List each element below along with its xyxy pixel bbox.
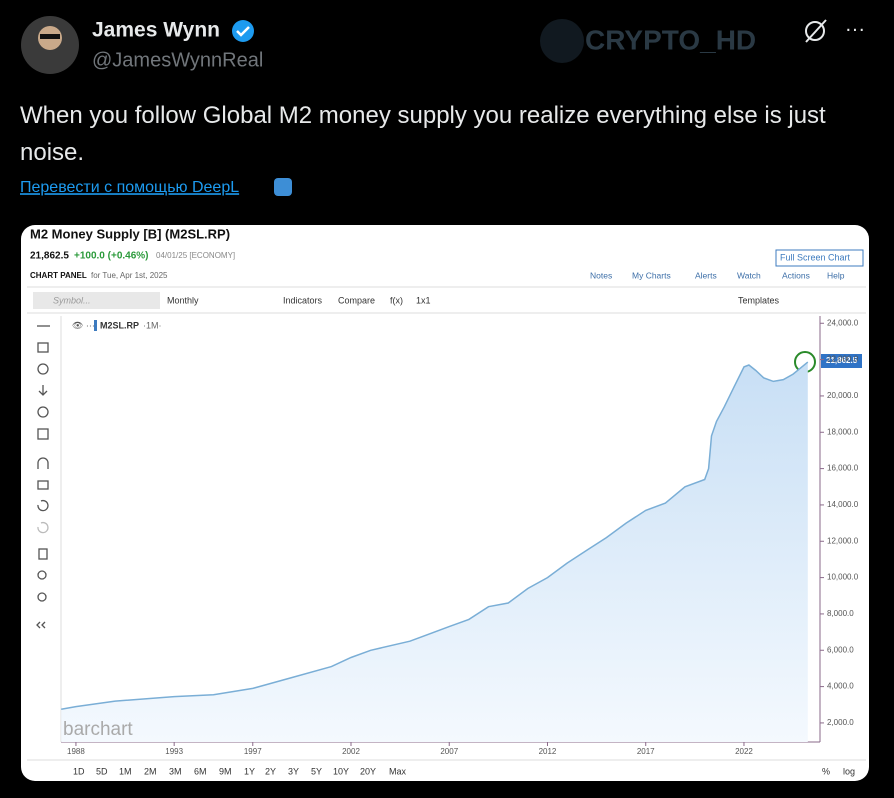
chart-title: M2 Money Supply [B] (M2SL.RP) bbox=[30, 226, 230, 241]
panel-date: for Tue, Apr 1st, 2025 bbox=[91, 271, 168, 280]
scale-option[interactable]: % bbox=[822, 766, 830, 776]
symbol-marker bbox=[94, 320, 97, 331]
range-button[interactable]: 1Y bbox=[244, 766, 255, 776]
range-button[interactable]: 5D bbox=[96, 766, 108, 776]
x-tick-label: 2017 bbox=[637, 747, 655, 756]
translate-link[interactable]: Перевести с помощью DeepL bbox=[20, 179, 239, 196]
more-menu[interactable]: ··· bbox=[845, 18, 865, 40]
y-tick-label: 2,000.0 bbox=[827, 718, 854, 727]
change: +100.0 (+0.46%) bbox=[74, 251, 149, 262]
x-tick-label: 1988 bbox=[67, 747, 85, 756]
watermark-icon bbox=[540, 19, 584, 63]
full-screen-button[interactable] bbox=[775, 249, 864, 267]
verified-badge bbox=[232, 20, 254, 42]
range-button[interactable]: 20Y bbox=[360, 766, 376, 776]
area-fill bbox=[61, 362, 808, 742]
grok-icon[interactable] bbox=[805, 21, 825, 41]
range-button[interactable]: 1D bbox=[73, 766, 85, 776]
quote: 21,862.5 bbox=[30, 251, 69, 262]
range-button[interactable]: 3Y bbox=[288, 766, 299, 776]
verified-check bbox=[236, 26, 250, 37]
range-button[interactable]: 2Y bbox=[265, 766, 276, 776]
y-tick-label: 10,000.0 bbox=[827, 573, 859, 582]
grok-slash bbox=[805, 19, 827, 43]
eye-icon[interactable]: 👁 ··· bbox=[72, 320, 95, 330]
last-value-label: 21,862.5 bbox=[826, 356, 858, 365]
area-line bbox=[61, 361, 809, 711]
menu-item[interactable]: Notes bbox=[590, 270, 612, 280]
range-button[interactable]: 2M bbox=[144, 766, 157, 776]
x-tick-label: 2002 bbox=[342, 747, 360, 756]
legend-interval: ·1M· bbox=[143, 320, 162, 330]
range-button[interactable]: 10Y bbox=[333, 766, 349, 776]
range-button[interactable]: 3M bbox=[169, 766, 182, 776]
y-tick-label: 20,000.0 bbox=[827, 391, 859, 400]
toolbar-item[interactable]: Monthly bbox=[167, 295, 199, 305]
left-tools bbox=[36, 325, 50, 629]
y-tick-label: 12,000.0 bbox=[827, 536, 859, 545]
deepl-icon bbox=[274, 178, 292, 196]
x-tick-label: 2022 bbox=[735, 747, 753, 756]
range-button[interactable]: 5Y bbox=[311, 766, 322, 776]
toolbar-item[interactable]: Symbol... bbox=[53, 295, 91, 305]
y-tick-label: 4,000.0 bbox=[827, 682, 854, 691]
x-tick-label: 2007 bbox=[440, 747, 458, 756]
toolbar-item[interactable]: Templates bbox=[738, 295, 780, 305]
toolbar-item[interactable]: f(x) bbox=[390, 295, 403, 305]
x-tick-label: 1997 bbox=[244, 747, 262, 756]
watermark: CRYPTO_HD bbox=[585, 24, 756, 55]
toolbar-item[interactable]: Compare bbox=[338, 295, 375, 305]
legend-symbol: M2SL.RP bbox=[100, 320, 139, 330]
y-tick-label: 18,000.0 bbox=[827, 427, 859, 436]
y-tick-label: 14,000.0 bbox=[827, 500, 859, 509]
range-button[interactable]: Max bbox=[389, 766, 407, 776]
menu-item[interactable]: Watch bbox=[737, 270, 761, 280]
y-tick-label: 22,000.0 bbox=[827, 355, 859, 364]
menu-item[interactable]: Help bbox=[827, 270, 845, 280]
symbol-box[interactable] bbox=[33, 292, 160, 309]
x-tick-label: 2012 bbox=[539, 747, 557, 756]
full-screen-label: Full Screen Chart bbox=[780, 252, 851, 262]
panel-label: CHART PANEL bbox=[30, 271, 87, 280]
menu-item[interactable]: My Charts bbox=[632, 270, 671, 280]
scale-option[interactable]: log bbox=[843, 766, 855, 776]
quote-date: 04/01/25 [ECONOMY] bbox=[156, 251, 235, 260]
last-value-badge bbox=[821, 354, 862, 368]
y-tick-label: 16,000.0 bbox=[827, 464, 859, 473]
menu-item[interactable]: Actions bbox=[782, 270, 810, 280]
y-tick-label: 6,000.0 bbox=[827, 645, 854, 654]
toolbar-item[interactable]: Indicators bbox=[283, 295, 323, 305]
range-button[interactable]: 6M bbox=[194, 766, 207, 776]
range-button[interactable]: 1M bbox=[119, 766, 132, 776]
brand: barchart bbox=[63, 719, 133, 740]
menu-item[interactable]: Alerts bbox=[695, 270, 717, 280]
avatar-glasses bbox=[40, 34, 60, 39]
tweet-text: When you follow Global M2 money supply y… bbox=[20, 102, 826, 166]
range-button[interactable]: 9M bbox=[219, 766, 232, 776]
toolbar-item[interactable]: 1x1 bbox=[416, 295, 431, 305]
author-name[interactable]: James Wynn bbox=[92, 19, 220, 42]
y-tick-label: 8,000.0 bbox=[827, 609, 854, 618]
x-tick-label: 1993 bbox=[165, 747, 183, 756]
y-tick-label: 24,000.0 bbox=[827, 318, 859, 327]
author-handle[interactable]: @JamesWynnReal bbox=[92, 49, 263, 71]
